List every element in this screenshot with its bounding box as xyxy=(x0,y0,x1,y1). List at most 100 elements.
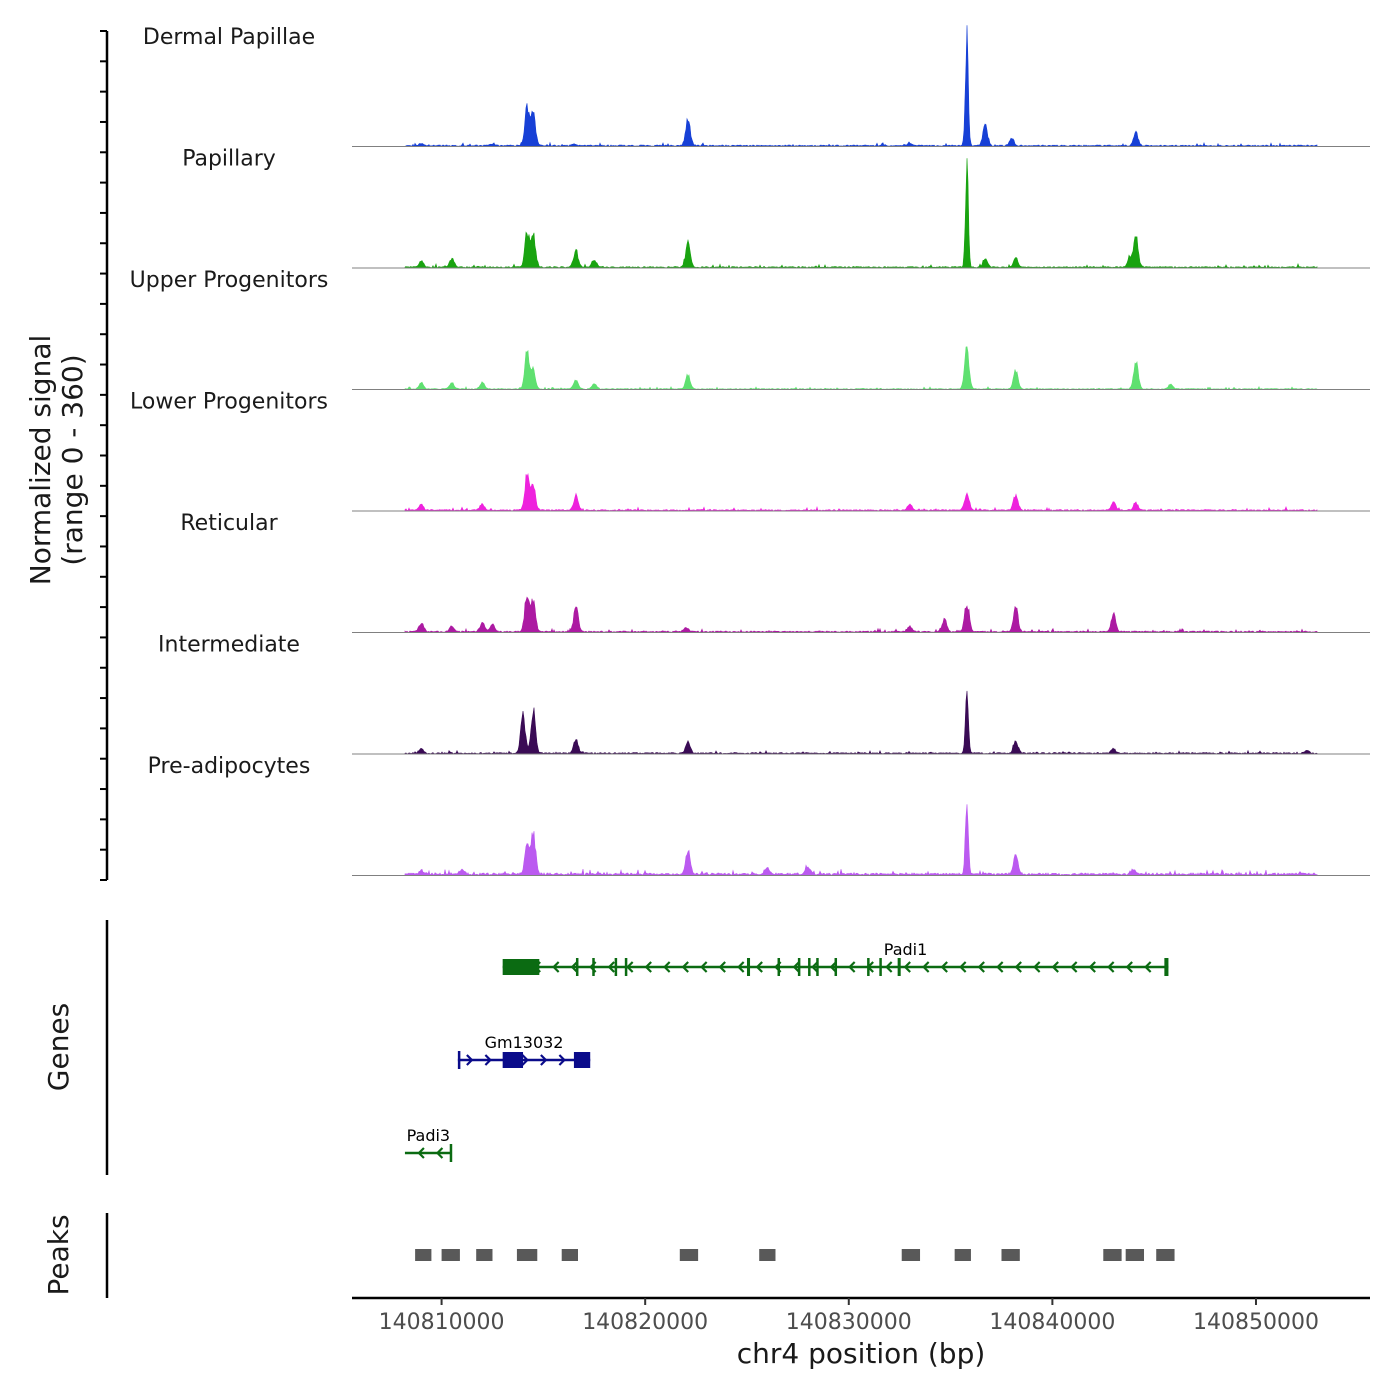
peaks-axis-title: Peaks xyxy=(42,1214,75,1295)
strand-arrow xyxy=(1144,961,1152,973)
strand-arrow xyxy=(1070,961,1078,973)
exon xyxy=(614,958,618,976)
exon xyxy=(1164,958,1169,976)
strand-arrow xyxy=(922,961,930,973)
strand-arrow xyxy=(435,1147,444,1159)
exon xyxy=(777,958,781,976)
gene-padi3: Padi3 xyxy=(404,1126,453,1162)
signal-axis xyxy=(100,30,109,881)
strand-arrow xyxy=(959,961,967,973)
coverage-area xyxy=(404,596,1318,633)
strand-arrow xyxy=(552,961,560,973)
gene-label: Padi1 xyxy=(884,940,928,959)
track-label: Reticular xyxy=(180,511,278,536)
x-axis-title: chr4 position (bp) xyxy=(737,1337,986,1370)
peak-region xyxy=(759,1249,776,1261)
coverage-tracks: Dermal Papillae Papillary Upper Progenitor… xyxy=(130,25,1370,876)
track-reticular: Reticular xyxy=(180,511,1370,633)
strand-arrow xyxy=(848,961,856,973)
track-label: Papillary xyxy=(182,146,276,171)
strand-arrow xyxy=(792,961,800,973)
coverage-area xyxy=(404,804,1318,876)
gene-padi1: Padi1 xyxy=(502,940,1169,976)
coverage-area xyxy=(404,472,1318,512)
exon xyxy=(575,958,579,976)
track-label: Upper Progenitors xyxy=(130,268,329,293)
gene-annotation-track: Padi1 Gm13032 Padi3 xyxy=(404,940,1169,1162)
strand-arrow xyxy=(681,961,689,973)
coverage-area xyxy=(404,346,1318,390)
peak-region xyxy=(1001,1249,1020,1261)
exon xyxy=(502,959,540,975)
strand-arrow xyxy=(700,961,708,973)
gene-label: Gm13032 xyxy=(485,1033,564,1052)
strand-arrow xyxy=(1051,961,1059,973)
strand-arrow xyxy=(885,961,893,973)
peak-region xyxy=(476,1249,493,1261)
peak-region xyxy=(1156,1249,1175,1261)
track-label: Pre-adipocytes xyxy=(148,754,311,779)
track-label: Intermediate xyxy=(158,632,300,657)
exon xyxy=(502,1052,524,1068)
strand-arrow xyxy=(644,961,652,973)
peak-region xyxy=(561,1249,578,1261)
exon xyxy=(897,958,901,976)
genes-axis-title: Genes xyxy=(42,1003,75,1091)
strand-arrow xyxy=(570,961,578,973)
strand-arrow xyxy=(417,1147,425,1159)
exon xyxy=(797,958,801,976)
peak-region xyxy=(679,1249,699,1261)
exon xyxy=(879,958,882,976)
track-label: Dermal Papillae xyxy=(143,25,315,50)
strand-arrow xyxy=(607,961,615,973)
strand-arrow xyxy=(484,1054,492,1066)
x-tick-label: 140840000 xyxy=(989,1310,1115,1335)
exon xyxy=(592,958,595,976)
exon xyxy=(573,1052,591,1068)
strand-arrow xyxy=(540,1054,548,1066)
track-upper-progenitors: Upper Progenitors xyxy=(130,268,1370,390)
peak-region xyxy=(516,1249,538,1261)
strand-arrow xyxy=(1088,961,1096,973)
strand-arrow xyxy=(811,961,819,973)
track-dermal-papillae: Dermal Papillae xyxy=(143,25,1370,147)
strand-arrow xyxy=(737,961,745,973)
coverage-area xyxy=(404,158,1318,269)
coverage-area xyxy=(404,25,1318,147)
strand-arrow xyxy=(1125,961,1133,973)
exon xyxy=(449,1144,453,1162)
strand-arrow xyxy=(1033,961,1041,973)
strand-arrow xyxy=(940,961,948,973)
x-tick-label: 140830000 xyxy=(786,1310,912,1335)
peak-regions-track xyxy=(415,1249,1175,1261)
strand-arrow xyxy=(996,961,1004,973)
strand-arrow xyxy=(466,1054,474,1066)
coverage-area xyxy=(404,690,1318,755)
exon xyxy=(834,958,838,976)
signal-axis-title-line2: (range 0 - 360) xyxy=(56,354,89,565)
track-papillary: Papillary xyxy=(182,146,1370,269)
x-axis-ticks: 140810000 140820000 140830000 140840000 1408… xyxy=(379,1298,1319,1335)
signal-axis-title-line1: Normalized signal xyxy=(24,335,57,586)
peak-region xyxy=(901,1249,921,1261)
peak-region xyxy=(415,1249,432,1261)
peak-region xyxy=(954,1249,971,1261)
gene-label: Padi3 xyxy=(407,1126,451,1145)
strand-arrow xyxy=(626,961,634,973)
peak-region xyxy=(441,1249,460,1261)
exon xyxy=(816,958,819,976)
strand-arrow xyxy=(1107,961,1115,973)
strand-arrow xyxy=(558,1054,566,1066)
strand-arrow xyxy=(977,961,985,973)
track-intermediate: Intermediate xyxy=(158,632,1370,755)
track-label: Lower Progenitors xyxy=(130,389,328,414)
peak-region xyxy=(1103,1249,1122,1261)
strand-arrow xyxy=(1014,961,1022,973)
exon xyxy=(457,1051,461,1069)
gene-gm13032: Gm13032 xyxy=(457,1033,591,1069)
track-lower-progenitors: Lower Progenitors xyxy=(130,389,1370,512)
strand-arrow xyxy=(718,961,726,973)
strand-arrow xyxy=(755,961,763,973)
strand-arrow xyxy=(903,961,911,973)
x-tick-label: 140820000 xyxy=(582,1310,708,1335)
